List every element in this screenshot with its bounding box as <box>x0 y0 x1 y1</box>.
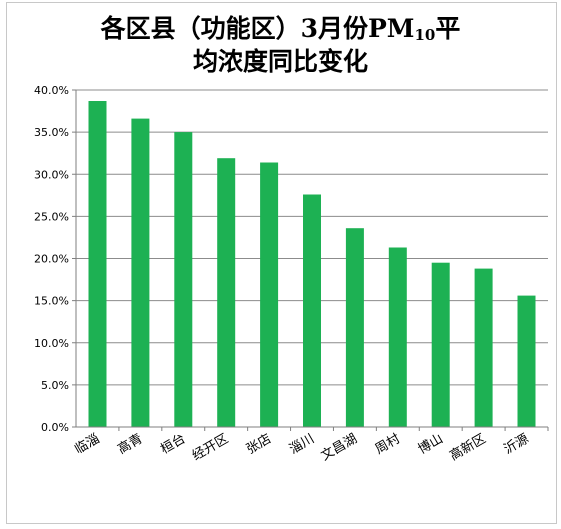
y-tick-label: 0.0% <box>41 421 69 434</box>
title-text-end: 平 <box>435 14 461 43</box>
x-tick-label: 淄川 <box>287 431 317 457</box>
bar-临淄 <box>88 101 107 427</box>
chart-title-line-1: 各区县（功能区）3月份PM10平 <box>0 12 561 45</box>
bar-高新区 <box>474 268 493 427</box>
bar-桓台 <box>174 132 193 427</box>
x-tick-label: 博山 <box>416 431 446 457</box>
title-text-main: 各区县（功能区）3月份PM <box>100 14 415 43</box>
bar-淄川 <box>303 194 321 427</box>
x-tick-label: 桓台 <box>158 431 188 457</box>
y-tick-label: 30.0% <box>34 168 69 181</box>
bar-周村 <box>388 247 407 427</box>
y-tick-label: 35.0% <box>34 126 69 139</box>
chart-title-line-2: 均浓度同比变化 <box>192 47 368 76</box>
x-tick-label: 张店 <box>244 431 274 457</box>
x-tick-label: 文昌湖 <box>319 431 360 463</box>
chart-title: 各区县（功能区）3月份PM10平 均浓度同比变化 <box>0 12 561 78</box>
x-tick-label: 高青 <box>115 431 146 458</box>
bar-沂源 <box>517 295 536 427</box>
bar-经开区 <box>217 158 236 427</box>
x-tick-label: 高新区 <box>447 431 489 464</box>
y-tick-label: 20.0% <box>34 253 69 266</box>
x-tick-label: 临淄 <box>72 431 102 457</box>
x-tick-label: 沂源 <box>502 431 532 457</box>
y-axis-tick-labels: 0.0% 5.0% 10.0% 15.0% 20.0% 25.0% 30.0% 35.0% 40… <box>34 84 69 434</box>
bar-文昌湖 <box>345 228 364 427</box>
y-tick-label: 40.0% <box>34 84 69 97</box>
bar-张店 <box>260 162 279 427</box>
bars <box>88 101 536 427</box>
y-tick-label: 10.0% <box>34 337 69 350</box>
axes <box>72 89 549 431</box>
y-tick-label: 5.0% <box>41 379 69 392</box>
bar-博山 <box>431 262 450 427</box>
x-tick-label: 周村 <box>373 431 403 457</box>
bar-高青 <box>131 118 150 427</box>
x-tick-label: 经开区 <box>190 431 231 463</box>
x-axis-tick-labels: 临淄 高青 桓台 经开区 张店 淄川 文昌湖 周村 博山 高新区 沂源 <box>72 431 531 464</box>
y-tick-label: 25.0% <box>34 210 69 223</box>
y-tick-label: 15.0% <box>34 295 69 308</box>
title-subscript: 10 <box>414 26 436 44</box>
